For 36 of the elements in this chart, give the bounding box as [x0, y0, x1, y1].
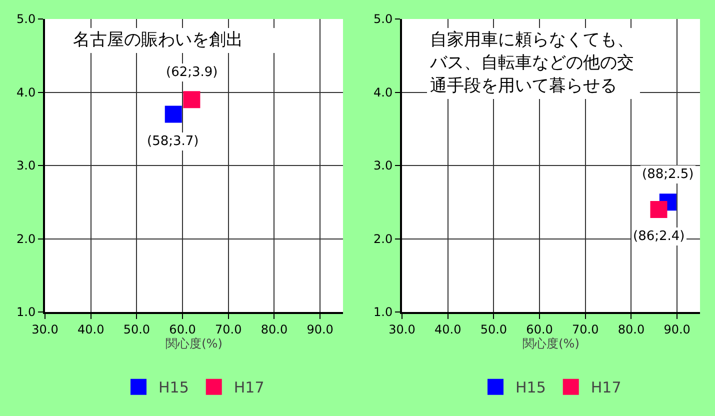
x-tick-label: 80.0 [260, 322, 288, 336]
x-tick-label: 50.0 [123, 322, 150, 336]
text: 自家用車に頼らなくても、バス、自転車などの他の交通手段を用いて暮らせる [427, 28, 640, 99]
y-tick-label: 4.0 [16, 85, 36, 100]
y-tick-label: 3.0 [374, 158, 393, 173]
y-tick-label: 5.0 [16, 12, 36, 26]
data-label: (86;2.4) [633, 229, 685, 244]
y-tick-label: 1.0 [374, 305, 393, 320]
y-tick-label: 2.0 [374, 232, 393, 246]
x-tick-label: 30.0 [32, 322, 58, 336]
y-tick-label: 1.0 [16, 305, 36, 320]
y-tick-label: 5.0 [374, 12, 393, 26]
x-tick-label: 60.0 [169, 322, 196, 336]
x-tick-label: 90.0 [664, 322, 690, 336]
x-tick-label: 30.0 [388, 322, 416, 336]
legend-label: H15 [516, 378, 546, 397]
x-tick-label: 40.0 [434, 322, 462, 336]
data-label: (62;3.9) [166, 65, 218, 80]
x-tick-label: 70.0 [215, 322, 242, 336]
x-tick-label: 90.0 [306, 322, 334, 336]
text: 名古屋の賑わいを創出 [70, 28, 284, 53]
legend-label: H17 [234, 378, 264, 397]
data-label: (58;3.7) [147, 134, 199, 149]
legend-label: H17 [590, 378, 622, 397]
x-tick-label: 40.0 [77, 322, 104, 336]
x-tick-label: 80.0 [618, 322, 645, 336]
legend-label: H15 [158, 378, 189, 397]
y-tick-label: 3.0 [16, 158, 36, 173]
x-axis-title: 関心度(%) [522, 336, 580, 350]
data-label: (88;2.5) [642, 167, 694, 182]
y-tick-label: 4.0 [374, 85, 393, 100]
x-tick-label: 50.0 [480, 322, 508, 336]
x-tick-label: 60.0 [526, 322, 553, 336]
x-tick-label: 70.0 [572, 322, 599, 336]
y-tick-label: 2.0 [16, 232, 36, 246]
x-axis-title: 関心度(%) [166, 336, 222, 350]
